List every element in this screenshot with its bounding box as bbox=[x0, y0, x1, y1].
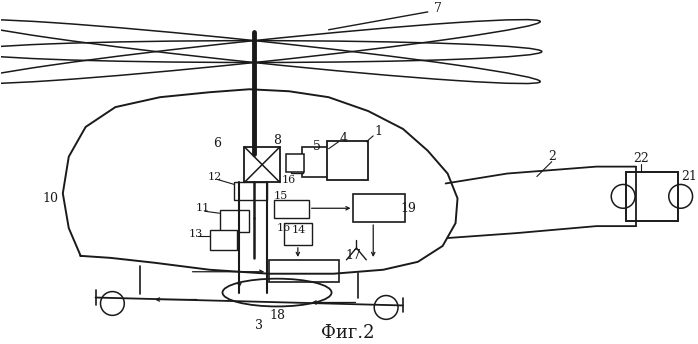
Bar bbox=[291, 159, 303, 173]
Text: 15: 15 bbox=[274, 191, 288, 201]
Text: 1: 1 bbox=[374, 126, 383, 138]
Text: 5: 5 bbox=[313, 140, 320, 153]
Text: 21: 21 bbox=[682, 170, 697, 183]
Bar bbox=[626, 172, 678, 221]
Text: 2: 2 bbox=[548, 150, 556, 163]
Bar bbox=[353, 194, 405, 222]
Text: Фиг.2: Фиг.2 bbox=[320, 324, 374, 342]
Text: 6: 6 bbox=[214, 137, 221, 150]
Text: 13: 13 bbox=[188, 229, 203, 239]
Text: 18: 18 bbox=[269, 309, 285, 322]
Bar bbox=[284, 223, 312, 245]
Text: 12: 12 bbox=[207, 172, 222, 182]
Text: 10: 10 bbox=[43, 192, 59, 205]
Text: 8: 8 bbox=[273, 134, 281, 147]
Text: 14: 14 bbox=[292, 225, 306, 235]
Text: 11: 11 bbox=[195, 203, 210, 213]
Text: 4: 4 bbox=[339, 132, 348, 146]
Bar bbox=[269, 260, 339, 282]
Text: 7: 7 bbox=[433, 2, 442, 15]
Bar bbox=[244, 147, 280, 182]
Text: 19: 19 bbox=[400, 202, 416, 215]
Bar bbox=[274, 200, 309, 218]
Bar bbox=[302, 147, 334, 176]
Text: 22: 22 bbox=[633, 152, 649, 165]
Text: 16: 16 bbox=[277, 223, 291, 233]
Bar bbox=[327, 141, 369, 181]
Bar bbox=[209, 230, 237, 250]
Bar bbox=[235, 182, 267, 200]
Bar bbox=[219, 210, 249, 232]
Text: 17: 17 bbox=[346, 249, 362, 262]
Bar bbox=[286, 154, 304, 172]
Text: 16: 16 bbox=[282, 175, 296, 185]
Text: 3: 3 bbox=[255, 319, 263, 332]
